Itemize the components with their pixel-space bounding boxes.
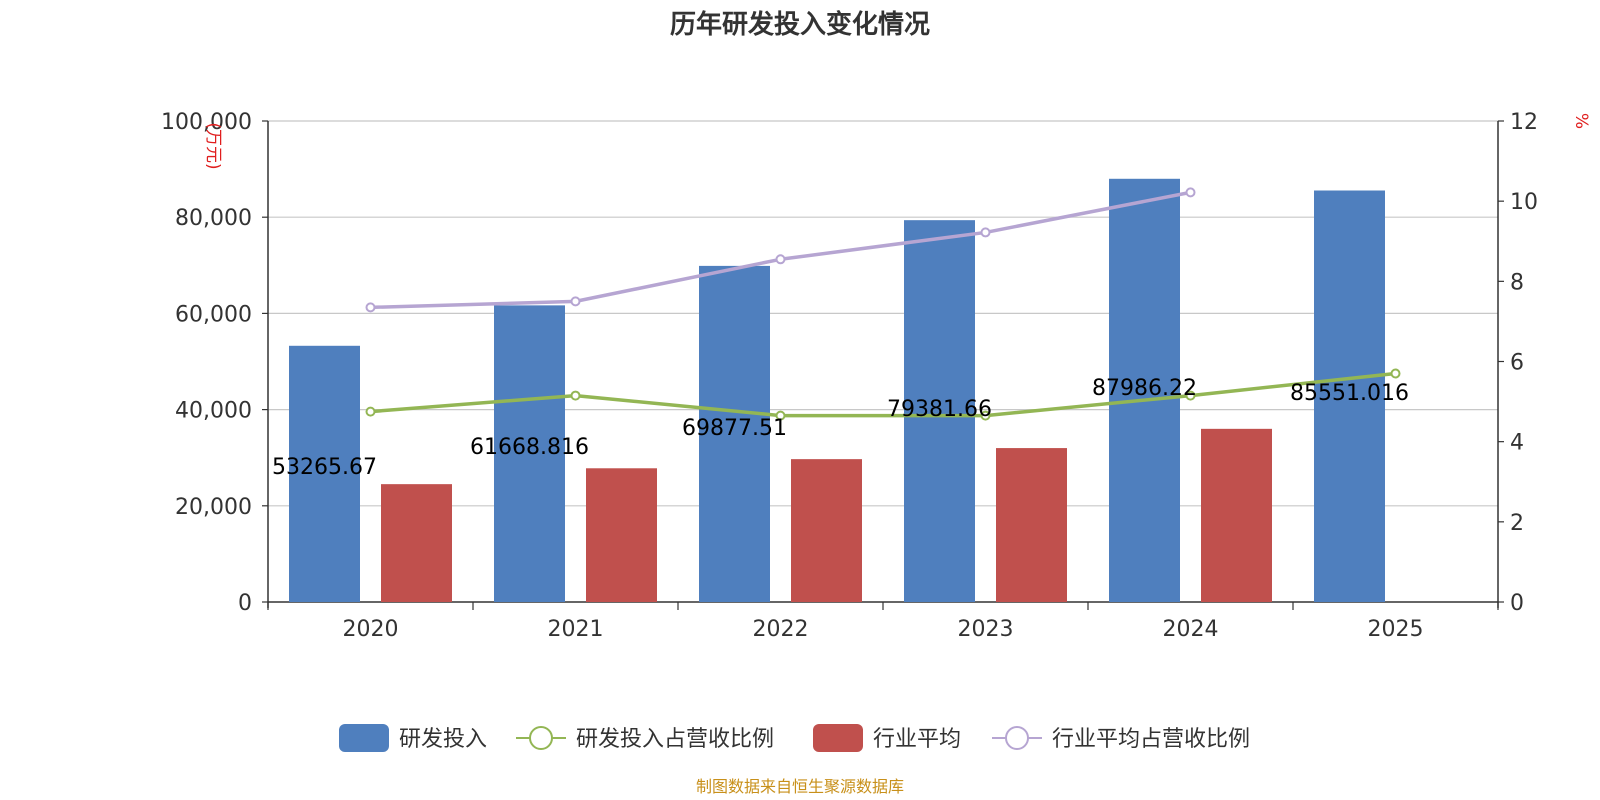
industry-average-bar [1201, 428, 1272, 602]
legend-label: 行业平均占营收比例 [1052, 727, 1250, 752]
legend-swatch-bar [813, 724, 863, 752]
industry-average-bar [381, 484, 452, 602]
rd-ratio-point [365, 406, 376, 417]
data-label: 85551.016 [1290, 381, 1409, 406]
rd-ratio-point [570, 390, 581, 401]
legend: 研发投入 研发投入占营收比例 行业平均 行业平均占营收比例 [339, 724, 1250, 752]
y-right-unit-label: % [1571, 113, 1591, 129]
y-right-tick-label: 10 [1510, 190, 1538, 215]
rd-ratio-point [775, 410, 786, 421]
rd-ratio-point [1390, 368, 1401, 379]
lines [365, 187, 1401, 421]
legend-label: 研发投入占营收比例 [576, 727, 774, 752]
x-tick-label: 2022 [753, 617, 809, 642]
y-left-tick-label: 20,000 [175, 495, 252, 520]
x-tick-label: 2025 [1368, 617, 1424, 642]
data-label: 87986.22 [1092, 376, 1197, 401]
industry-ratio-point [570, 296, 581, 307]
x-tick-label: 2024 [1163, 617, 1219, 642]
y-left-tick-label: 60,000 [175, 302, 252, 327]
industry-average-bar [996, 448, 1067, 602]
y-right-tick-label: 4 [1510, 431, 1524, 456]
rd-investment-bar [1314, 190, 1385, 602]
y-left-tick-label: 40,000 [175, 399, 252, 424]
industry-ratio-point [1185, 187, 1196, 198]
rd-ratio-point [1185, 390, 1196, 401]
bars [289, 178, 1385, 603]
chart-title: 历年研发投入变化情况 [670, 9, 930, 40]
rd-investment-bar [1109, 178, 1180, 602]
legend-label: 行业平均 [873, 727, 961, 752]
data-label: 61668.816 [470, 435, 589, 460]
industry-ratio-point [775, 254, 786, 265]
data-labels: 53265.67 61668.816 69877.51 79381.66 87986.2… [272, 376, 1409, 480]
x-tick-label: 2020 [343, 617, 399, 642]
industry-average-bar [791, 459, 862, 602]
data-label: 53265.67 [272, 455, 377, 480]
y-left-tick-label: 100,000 [161, 110, 252, 135]
grid-lines [268, 120, 1498, 507]
legend-label: 研发投入 [399, 727, 487, 752]
industry-ratio-line [370, 190, 1191, 310]
rd-investment-bar [289, 345, 360, 602]
source-note: 制图数据来自恒生聚源数据库 [696, 777, 904, 796]
rd-investment-bar [699, 265, 770, 602]
data-label: 79381.66 [887, 397, 992, 422]
y-left-unit-label: (万元) [203, 122, 223, 169]
rd-investment-bar [904, 220, 975, 603]
rd-investment-bar [494, 305, 565, 602]
industry-ratio-point [980, 227, 991, 238]
x-tick-label: 2021 [548, 617, 604, 642]
rd-ratio-point [980, 410, 991, 421]
y-right-tick-label: 12 [1510, 110, 1538, 135]
x-tick-label: 2023 [958, 617, 1014, 642]
y-left-tick-label: 80,000 [175, 206, 252, 231]
legend-swatch-bar [339, 724, 389, 752]
y-right-tick-label: 8 [1510, 270, 1524, 295]
y-right-tick-label: 6 [1510, 351, 1524, 376]
y-right-tick-label: 2 [1510, 511, 1524, 536]
data-label: 69877.51 [682, 416, 787, 441]
axes: 0 20,000 40,000 60,000 80,000 100,000 0 2 4 6 8 10 1… [161, 110, 1591, 642]
industry-average-bar [586, 468, 657, 602]
rd-ratio-line [370, 371, 1396, 418]
industry-ratio-point [365, 302, 376, 313]
legend-swatch-marker [529, 726, 553, 750]
legend-swatch-marker [1005, 726, 1029, 750]
y-right-tick-label: 0 [1510, 591, 1524, 616]
y-left-tick-label: 0 [238, 591, 252, 616]
